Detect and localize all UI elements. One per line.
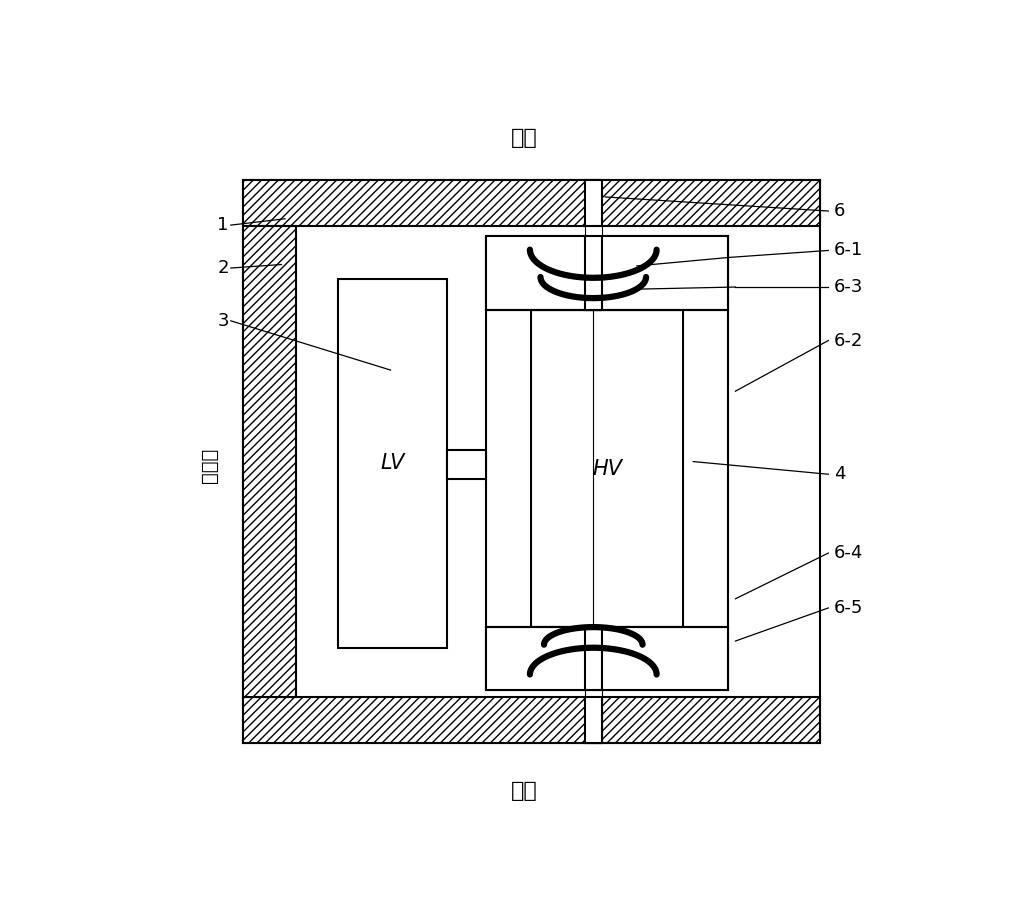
Text: 铁轭: 铁轭 [510,781,538,801]
Bar [447,450,486,479]
Text: 1: 1 [217,216,229,234]
Bar [585,237,602,310]
Bar [585,697,602,743]
Text: 6-1: 6-1 [834,241,863,260]
Text: 2: 2 [217,259,229,277]
Bar [585,690,602,743]
Bar [585,226,602,237]
Text: 6-5: 6-5 [834,599,863,617]
Text: 4: 4 [834,465,845,484]
Bar [585,180,602,226]
Text: HV: HV [592,459,622,479]
Text: LV: LV [381,453,404,473]
Bar [242,180,819,226]
Bar [242,697,819,743]
Text: 6-3: 6-3 [834,278,863,296]
Bar [242,226,296,697]
Text: 6-4: 6-4 [834,544,863,562]
Bar [338,279,447,648]
Text: 铁轭: 铁轭 [510,128,538,148]
Text: 6-2: 6-2 [834,332,863,349]
Bar [486,237,728,690]
Bar [486,237,728,310]
Bar [486,627,728,690]
Text: 3: 3 [217,312,229,330]
Bar [585,627,602,690]
Text: 铁心柱: 铁心柱 [199,448,219,483]
Text: 6: 6 [834,202,845,220]
Bar [242,180,819,743]
Bar [531,310,682,627]
